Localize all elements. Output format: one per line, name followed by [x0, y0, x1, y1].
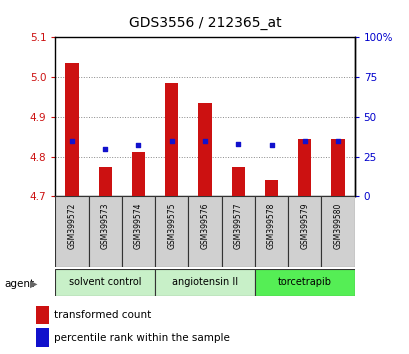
Text: GSM399572: GSM399572 — [67, 202, 76, 249]
Bar — [198, 103, 211, 196]
Text: GSM399577: GSM399577 — [233, 202, 242, 249]
Bar — [231, 167, 244, 196]
Bar — [121, 196, 155, 267]
Text: GSM399578: GSM399578 — [266, 202, 275, 249]
Point — [234, 141, 241, 147]
Text: agent: agent — [4, 279, 34, 289]
Bar — [321, 196, 354, 267]
Bar — [98, 167, 112, 196]
Bar — [254, 269, 354, 296]
Point — [69, 138, 75, 144]
Text: GSM399579: GSM399579 — [299, 202, 308, 249]
Bar — [188, 196, 221, 267]
Point — [301, 138, 307, 144]
Point — [267, 143, 274, 148]
Text: torcetrapib: torcetrapib — [277, 277, 331, 287]
Point — [168, 138, 175, 144]
Point — [135, 143, 142, 148]
Text: transformed count: transformed count — [54, 310, 151, 320]
Point — [334, 138, 340, 144]
Text: GSM399575: GSM399575 — [167, 202, 176, 249]
Bar — [36, 329, 49, 347]
Bar — [155, 196, 188, 267]
Bar — [221, 196, 254, 267]
Text: solvent control: solvent control — [69, 277, 141, 287]
Text: GDS3556 / 212365_at: GDS3556 / 212365_at — [128, 16, 281, 30]
Bar — [288, 196, 321, 267]
Bar — [55, 269, 155, 296]
Bar — [88, 196, 121, 267]
Text: angiotensin II: angiotensin II — [171, 277, 238, 287]
Bar — [65, 63, 79, 196]
Point — [102, 146, 108, 152]
Text: percentile rank within the sample: percentile rank within the sample — [54, 332, 230, 343]
Bar — [55, 196, 88, 267]
Bar — [254, 196, 288, 267]
Text: GSM399574: GSM399574 — [134, 202, 143, 249]
Bar — [165, 83, 178, 196]
Bar — [36, 306, 49, 324]
Bar — [132, 152, 145, 196]
Text: GSM399573: GSM399573 — [101, 202, 110, 249]
Point — [201, 138, 208, 144]
Bar — [155, 269, 254, 296]
Text: ▶: ▶ — [29, 279, 37, 289]
Text: GSM399580: GSM399580 — [333, 202, 342, 249]
Text: GSM399576: GSM399576 — [200, 202, 209, 249]
Bar — [264, 180, 277, 196]
Bar — [297, 139, 311, 196]
Bar — [330, 139, 344, 196]
